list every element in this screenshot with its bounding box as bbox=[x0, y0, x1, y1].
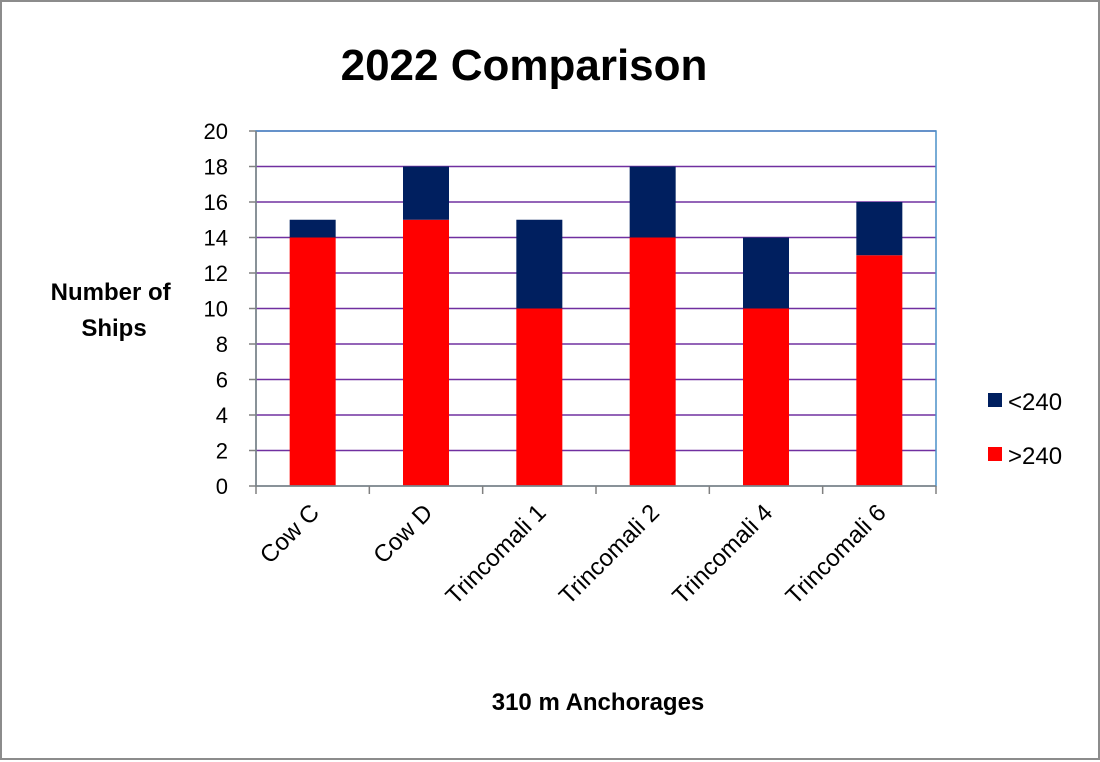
x-axis-title: 310 m Anchorages bbox=[492, 689, 705, 716]
legend-label: >240 bbox=[1008, 443, 1062, 470]
bar-segment bbox=[629, 237, 676, 486]
y-tick-label: 16 bbox=[204, 190, 228, 215]
bar-segment bbox=[743, 308, 789, 486]
y-tick-label: 10 bbox=[204, 297, 228, 322]
legend-swatch bbox=[988, 447, 1002, 461]
bar-segment bbox=[516, 308, 563, 486]
y-tick-labels: 0 2 4 6 8 10 12 14 16 18 20 bbox=[204, 119, 228, 499]
bar-segment bbox=[516, 219, 563, 309]
x-category-label: Cow D bbox=[368, 499, 438, 569]
gridlines bbox=[256, 130, 936, 452]
x-category-label: Cow C bbox=[255, 499, 325, 569]
bar-segment bbox=[856, 202, 903, 256]
bar-segment bbox=[403, 166, 449, 220]
bar-segment bbox=[743, 237, 789, 309]
y-axis-title-line-1: Number of bbox=[51, 279, 172, 306]
bar-segment bbox=[289, 219, 336, 238]
y-axis-title-line-2: Ships bbox=[81, 315, 146, 342]
y-tick-label: 6 bbox=[216, 368, 228, 393]
bars bbox=[289, 166, 903, 486]
y-tick-label: 4 bbox=[216, 403, 228, 428]
legend-swatch bbox=[988, 393, 1002, 407]
y-tick-label: 2 bbox=[216, 439, 228, 464]
x-category-label: Trincomali 2 bbox=[554, 499, 665, 610]
x-category-label: Trincomali 4 bbox=[667, 499, 778, 610]
chart-title: 2022 Comparison bbox=[341, 41, 708, 90]
y-tick-label: 0 bbox=[216, 474, 228, 499]
y-tick-label: 14 bbox=[204, 226, 228, 251]
y-tick-label: 18 bbox=[204, 155, 228, 180]
y-tick-label: 20 bbox=[204, 119, 228, 144]
legend-label: <240 bbox=[1008, 389, 1062, 416]
bar-segment bbox=[856, 255, 903, 486]
y-tick-label: 12 bbox=[204, 261, 228, 286]
x-category-label: Trincomali 6 bbox=[781, 499, 892, 610]
axes bbox=[249, 130, 937, 494]
x-category-label: Trincomali 1 bbox=[441, 499, 552, 610]
legend: <240 >240 bbox=[988, 389, 1062, 470]
x-category-labels: Cow C Cow D Trincomali 1 Trincomali 2 Trinco… bbox=[255, 499, 892, 610]
bar-segment bbox=[289, 237, 336, 486]
bar-segment bbox=[629, 166, 676, 238]
y-tick-label: 8 bbox=[216, 332, 228, 357]
bar-segment bbox=[403, 219, 449, 486]
y-axis-title: Number of Ships bbox=[51, 279, 178, 342]
